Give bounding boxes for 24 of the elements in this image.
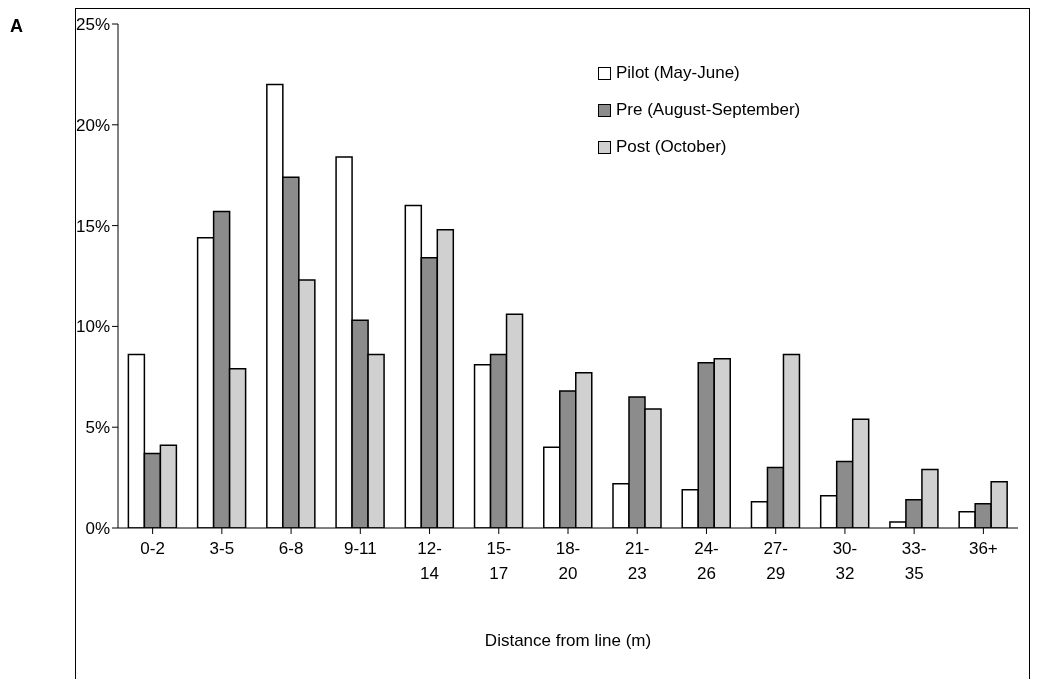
x-tick-label: 36+ — [968, 539, 998, 558]
y-tick-label: 25% — [75, 15, 110, 35]
x-tick-label: 18-20 — [555, 539, 581, 583]
x-tick-label: 21-23 — [624, 539, 650, 583]
x-tick-label: 6-8 — [278, 539, 304, 558]
y-tick-label: 5% — [85, 418, 110, 438]
legend-label: Pilot (May-June) — [616, 63, 740, 83]
x-tick-label: 33-35 — [901, 539, 927, 583]
legend-label: Post (October) — [616, 137, 727, 157]
y-tick-label: 0% — [85, 519, 110, 539]
y-tick-label: 10% — [75, 317, 110, 337]
x-tick-label: 24-26 — [694, 539, 719, 583]
y-tick-label: 15% — [75, 216, 110, 236]
x-tick-label: 9-11 — [343, 539, 377, 558]
x-tick-label: 3-5 — [209, 539, 235, 558]
x-tick-label: 27-29 — [763, 539, 788, 583]
y-tick-label: 20% — [75, 115, 110, 135]
x-tick-label: 15-17 — [486, 539, 512, 583]
x-tick-label: 12-14 — [417, 539, 442, 583]
x-tick-label: 30-32 — [832, 539, 858, 583]
text: A — [10, 16, 23, 37]
legend-label: Pre (August-September) — [616, 100, 801, 120]
x-axis-title: Distance from line (m) — [484, 631, 652, 650]
x-tick-label: 0-2 — [140, 539, 165, 558]
